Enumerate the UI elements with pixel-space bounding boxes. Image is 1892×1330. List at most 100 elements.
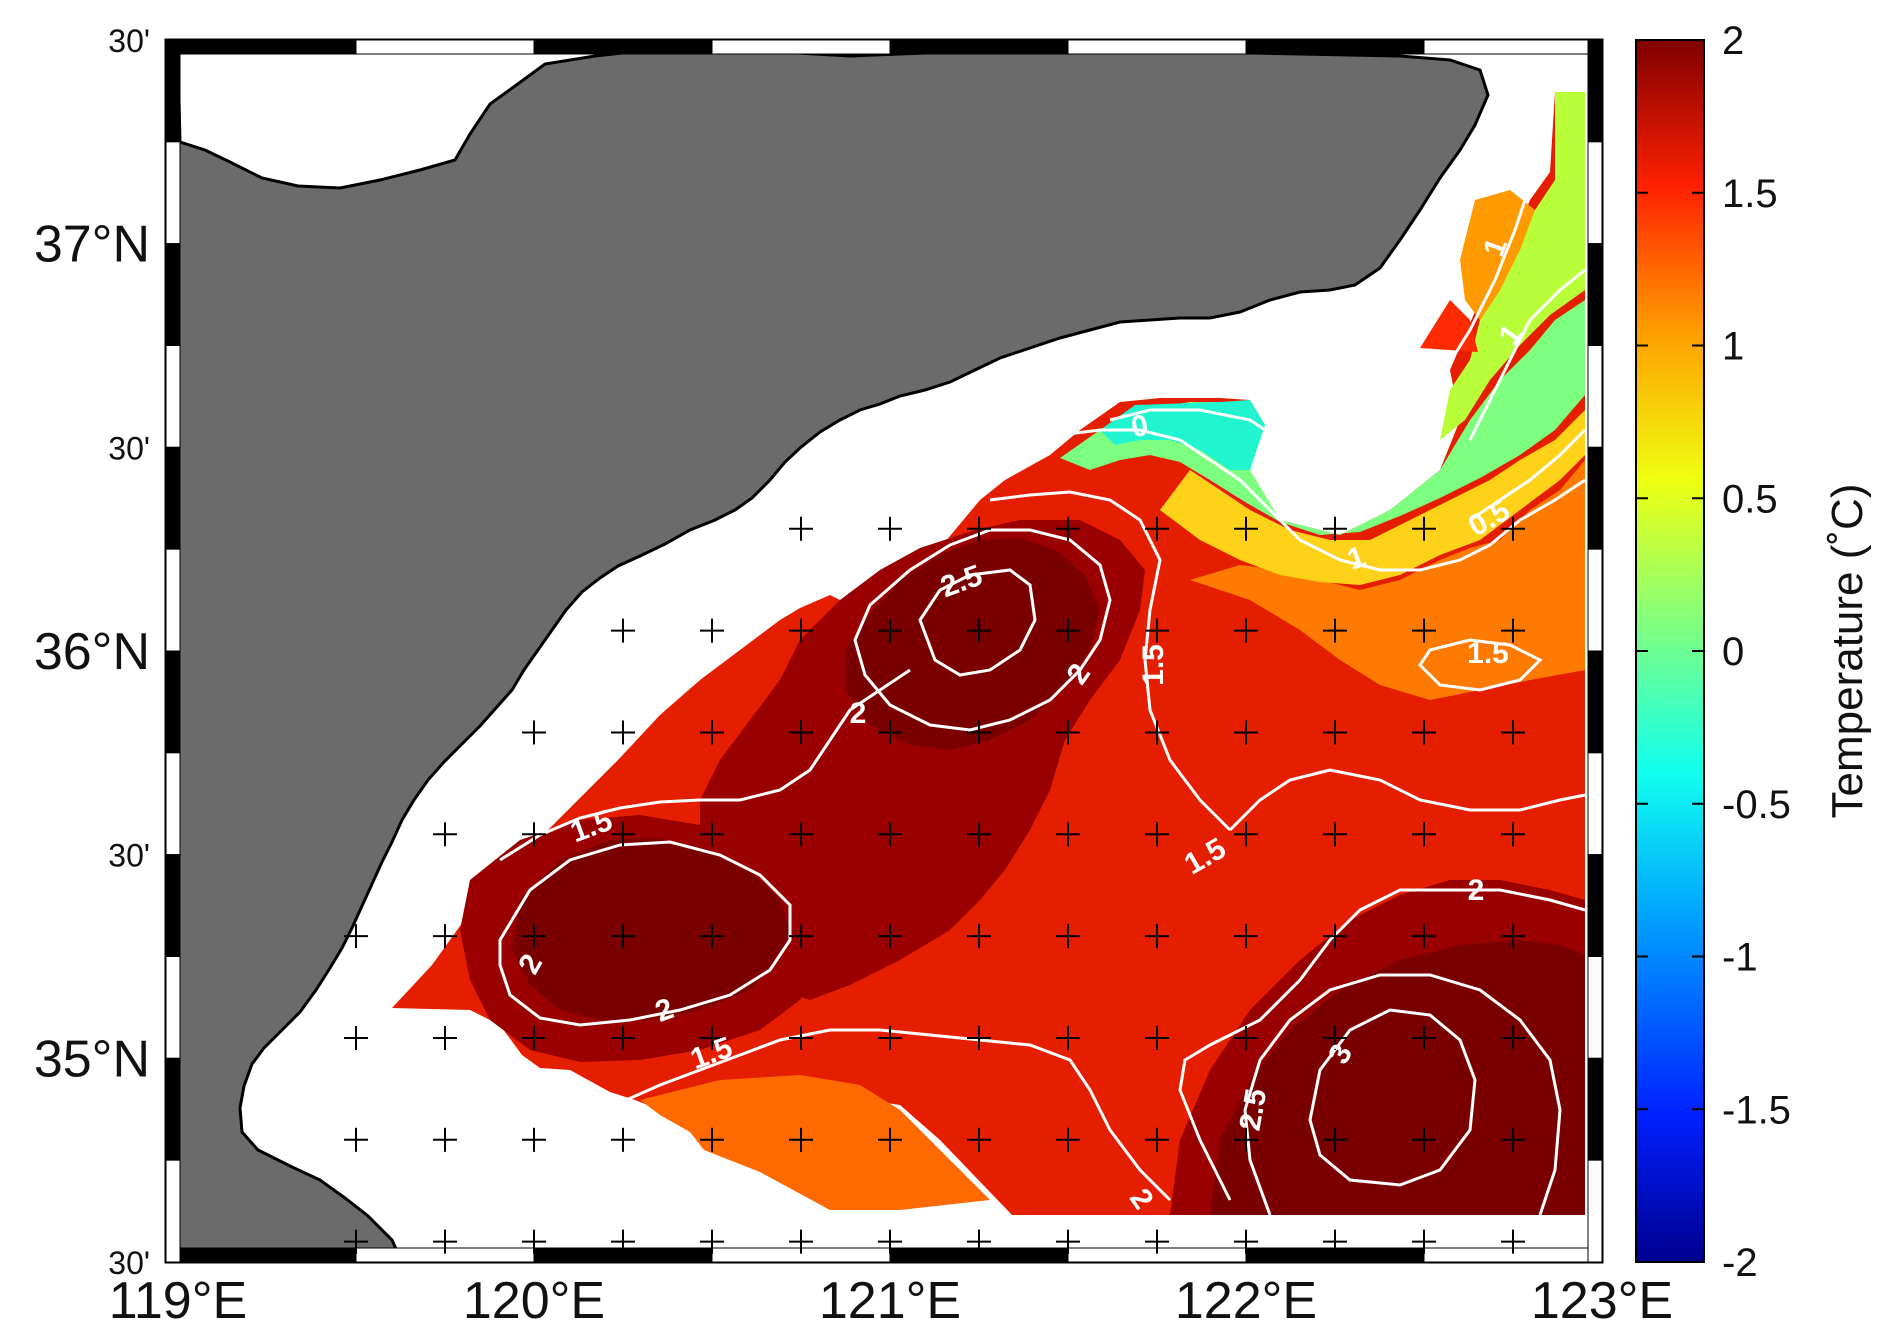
station-marker <box>878 822 902 847</box>
frame-segment-right <box>1587 141 1603 245</box>
field-green <box>1060 300 1585 535</box>
field-orange-south <box>640 1075 990 1210</box>
station-marker <box>967 618 991 643</box>
x-tick-label: 120°E <box>463 1272 605 1330</box>
station-marker <box>1234 1229 1258 1254</box>
contour-line-2-north <box>853 528 1112 732</box>
contour-line-15-west <box>499 668 911 862</box>
station-marker <box>1323 1025 1347 1050</box>
contour-label: 1.5 <box>1467 637 1509 670</box>
colorbar-ticks: 2 1.5 1 0.5 0 -0.5 -1 -1.5 -2 <box>1636 19 1791 1285</box>
station-marker <box>1412 618 1436 643</box>
contour-line-15-east <box>1228 768 1586 832</box>
station-marker <box>1501 822 1525 847</box>
frame-segment-right <box>1587 854 1603 958</box>
station-marker <box>522 1127 546 1152</box>
station-marker <box>1056 1127 1080 1152</box>
field-yellow <box>1160 410 1585 585</box>
station-marker <box>700 1229 724 1254</box>
station-marker <box>433 1025 457 1050</box>
colorbar-label: Temperature (˚C) <box>1823 484 1872 819</box>
station-marker <box>700 822 724 847</box>
station-marker <box>522 1025 546 1050</box>
contour-line-05-ne <box>1468 268 1586 441</box>
contour-label: 2 <box>1468 874 1485 907</box>
station-marker <box>1234 822 1258 847</box>
contour-line-1-island <box>1418 638 1543 692</box>
station-marker <box>1323 1127 1347 1152</box>
station-marker <box>789 618 813 643</box>
station-marker <box>522 1229 546 1254</box>
frame-segment-left <box>165 39 181 143</box>
station-marker <box>611 924 635 949</box>
colorbar-tick-label: 1 <box>1722 325 1744 369</box>
frame-segment-right <box>1587 1057 1603 1161</box>
station-marker <box>611 618 635 643</box>
station-marker <box>1145 822 1169 847</box>
station-marker <box>878 618 902 643</box>
frame-segment-left <box>165 345 181 448</box>
contour-line-1-north <box>1024 428 1586 572</box>
y-subtick-label: 30' <box>108 838 150 874</box>
station-marker <box>1412 1127 1436 1152</box>
station-marker <box>344 924 368 949</box>
frame-segment-left <box>165 141 181 245</box>
station-marker <box>1234 720 1258 745</box>
station-marker <box>967 720 991 745</box>
contour-line-25-north <box>918 568 1037 677</box>
station-marker <box>1501 1127 1525 1152</box>
station-marker <box>611 720 635 745</box>
frame-segment-left <box>165 752 181 856</box>
station-marker <box>700 1127 724 1152</box>
colorbar-tick-label: 1.5 <box>1722 172 1778 216</box>
station-marker <box>433 1127 457 1152</box>
contour-line-0 <box>1109 408 1266 432</box>
contour-line-25-se <box>1243 973 1562 1216</box>
station-marker <box>1323 618 1347 643</box>
frame-segment-left <box>165 446 181 550</box>
station-marker <box>1323 822 1347 847</box>
axis-labels: 119°E 120°E 121°E 122°E 123°E 35°N 36°N 37°N 30'… <box>34 23 1673 1330</box>
station-marker <box>1056 924 1080 949</box>
y-tick-label: 36°N <box>34 623 150 681</box>
station-marker <box>1056 720 1080 745</box>
station-marker <box>878 1025 902 1050</box>
station-marker <box>1501 1025 1525 1050</box>
frame-segment-right <box>1587 1159 1603 1263</box>
frame-segment-bottom <box>177 1247 357 1263</box>
map-frame <box>164 38 1604 1264</box>
contour-label: 2.5 <box>1234 1086 1274 1133</box>
station-marker <box>611 1127 635 1152</box>
frame-segment-top <box>1245 39 1425 55</box>
frame-segment-right <box>1587 446 1603 550</box>
station-marker <box>789 924 813 949</box>
colorbar-tick-label: -1 <box>1722 936 1758 980</box>
station-marker <box>1145 1127 1169 1152</box>
colorbar-tick-label: 2 <box>1722 19 1744 63</box>
x-tick-label: 121°E <box>819 1272 961 1330</box>
frame-segment-right <box>1587 39 1603 143</box>
station-marker <box>344 1025 368 1050</box>
station-marker <box>789 720 813 745</box>
frame-segment-right <box>1587 548 1603 652</box>
station-marker <box>700 1025 724 1050</box>
station-marker <box>1412 924 1436 949</box>
station-marker <box>611 822 635 847</box>
frame-segment-left <box>165 854 181 958</box>
frame-segment-right <box>1587 345 1603 448</box>
station-marker <box>1323 924 1347 949</box>
frame-segment-left <box>165 243 181 347</box>
y-tick-label: 37°N <box>34 216 150 274</box>
station-marker <box>1412 720 1436 745</box>
station-marker <box>967 1025 991 1050</box>
station-marker <box>1412 822 1436 847</box>
station-marker <box>1234 516 1258 541</box>
colorbar-tick-label: 0 <box>1722 630 1744 674</box>
contour-line-15-south <box>614 1028 1172 1202</box>
station-marker <box>1056 618 1080 643</box>
frame-segment-top <box>1067 39 1247 55</box>
contour-line-1-ne <box>1443 109 1542 371</box>
x-tick-label: 119°E <box>109 1272 247 1330</box>
station-marker <box>1234 924 1258 949</box>
